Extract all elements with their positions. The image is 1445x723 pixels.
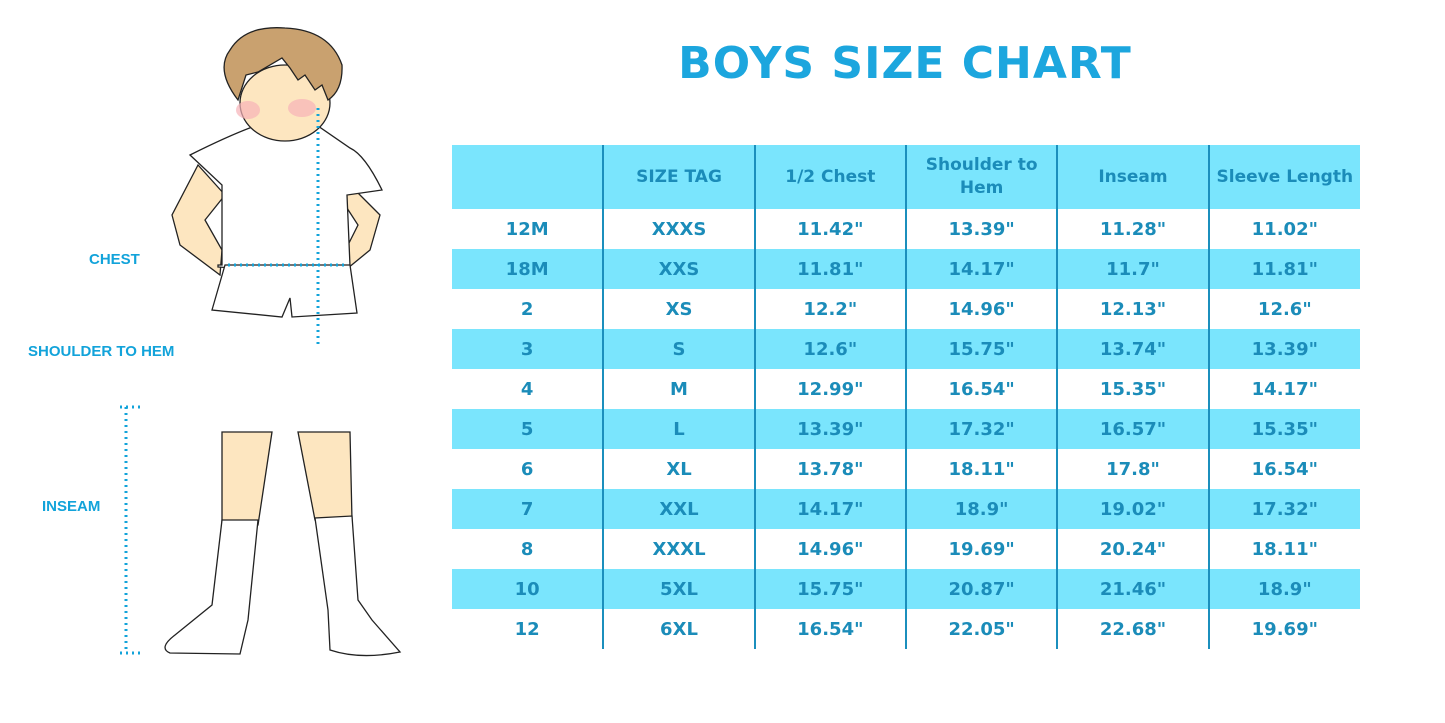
table-cell: 11.81"	[753, 249, 906, 289]
table-row: 2 XS 12.2" 14.96" 12.13" 12.6"	[452, 289, 1360, 329]
table-cell: 17.32"	[904, 409, 1058, 449]
table-cell: 13.39"	[904, 209, 1058, 249]
table-cell: 12.2"	[753, 289, 906, 329]
table-cell: 13.78"	[753, 449, 906, 489]
table-cell: 4	[452, 369, 604, 409]
table-row: 12M XXXS 11.42" 13.39" 11.28" 11.02"	[452, 209, 1360, 249]
table-cell: XXXS	[602, 209, 755, 249]
table-cell: S	[602, 329, 755, 369]
table-cell: 16.54"	[1207, 449, 1360, 489]
column-header: SIZE TAG	[602, 145, 755, 209]
table-cell: 17.8"	[1056, 449, 1209, 489]
table-row: 8 XXXL 14.96" 19.69" 20.24" 18.11"	[452, 529, 1360, 569]
boy-figure-illustration	[120, 27, 402, 657]
table-cell: 13.74"	[1056, 329, 1209, 369]
table-cell: 13.39"	[1207, 329, 1360, 369]
table-cell: 20.87"	[904, 569, 1058, 609]
table-cell: 6	[452, 449, 604, 489]
table-cell: 22.68"	[1056, 609, 1209, 649]
table-cell: 5	[452, 409, 604, 449]
table-cell: 18.9"	[1207, 569, 1360, 609]
table-cell: XL	[602, 449, 755, 489]
table-row: 5 L 13.39" 17.32" 16.57" 15.35"	[452, 409, 1360, 449]
column-header: Inseam	[1056, 145, 1209, 209]
table-cell: 16.54"	[904, 369, 1058, 409]
table-cell: 19.69"	[1207, 609, 1360, 649]
table-cell: 8	[452, 529, 604, 569]
table-cell: 19.02"	[1056, 489, 1209, 529]
table-cell: L	[602, 409, 755, 449]
table-header-row: SIZE TAG 1/2 Chest Shoulder to Hem Inseam Sl…	[452, 145, 1360, 209]
table-cell: XS	[602, 289, 755, 329]
table-cell: 15.75"	[904, 329, 1058, 369]
chest-label: CHEST	[89, 251, 140, 268]
table-cell: 17.32"	[1207, 489, 1360, 529]
page-title: BOYS SIZE CHART	[678, 38, 1132, 89]
table-cell: 15.35"	[1056, 369, 1209, 409]
table-cell: 2	[452, 289, 604, 329]
table-cell: 19.69"	[904, 529, 1058, 569]
table-cell: 12.13"	[1056, 289, 1209, 329]
table-cell: 22.05"	[904, 609, 1058, 649]
table-row: 18M XXS 11.81" 14.17" 11.7" 11.81"	[452, 249, 1360, 289]
table-cell: 14.17"	[904, 249, 1058, 289]
table-cell: 20.24"	[1056, 529, 1209, 569]
table-cell: 6XL	[602, 609, 755, 649]
table-cell: 12M	[452, 209, 604, 249]
table-row: 7 XXL 14.17" 18.9" 19.02" 17.32"	[452, 489, 1360, 529]
shorts	[211, 264, 358, 318]
table-row: 10 5XL 15.75" 20.87" 21.46" 18.9"	[452, 569, 1360, 609]
table-cell: 18.9"	[904, 489, 1058, 529]
table-cell: 21.46"	[1056, 569, 1209, 609]
table-cell: 18.11"	[904, 449, 1058, 489]
shoulder-to-hem-label: SHOULDER TO HEM	[28, 343, 175, 360]
column-header: 1/2 Chest	[753, 145, 906, 209]
inseam-label: INSEAM	[42, 498, 101, 515]
table-cell: 15.35"	[1207, 409, 1360, 449]
table-cell: 18M	[452, 249, 604, 289]
hair	[223, 27, 343, 102]
table-cell: 14.17"	[1207, 369, 1360, 409]
table-cell: XXS	[602, 249, 755, 289]
table-cell: 11.28"	[1056, 209, 1209, 249]
table-cell: 16.54"	[753, 609, 906, 649]
table-row: 4 M 12.99" 16.54" 15.35" 14.17"	[452, 369, 1360, 409]
column-header: Shoulder to Hem	[904, 145, 1058, 209]
table-cell: 14.96"	[904, 289, 1058, 329]
table-cell: 11.7"	[1056, 249, 1209, 289]
table-cell: XXXL	[602, 529, 755, 569]
table-cell: 14.17"	[753, 489, 906, 529]
table-row: 6 XL 13.78" 18.11" 17.8" 16.54"	[452, 449, 1360, 489]
table-cell: 3	[452, 329, 604, 369]
table-cell: 11.81"	[1207, 249, 1360, 289]
table-cell: 5XL	[602, 569, 755, 609]
column-header: Sleeve Length	[1207, 145, 1360, 209]
table-cell: 12	[452, 609, 604, 649]
table-cell: 18.11"	[1207, 529, 1360, 569]
table-cell: 12.6"	[1207, 289, 1360, 329]
table-cell: 12.6"	[753, 329, 906, 369]
table-cell: 13.39"	[753, 409, 906, 449]
table-cell: 10	[452, 569, 604, 609]
table-row: 3 S 12.6" 15.75" 13.74" 13.39"	[452, 329, 1360, 369]
size-chart-table: SIZE TAG 1/2 Chest Shoulder to Hem Inseam Sl…	[452, 145, 1360, 649]
table-cell: XXL	[602, 489, 755, 529]
table-cell: 12.99"	[753, 369, 906, 409]
table-cell: 11.42"	[753, 209, 906, 249]
table-cell: 11.02"	[1207, 209, 1360, 249]
table-cell: 7	[452, 489, 604, 529]
table-cell: 15.75"	[753, 569, 906, 609]
column-header	[452, 145, 604, 209]
table-cell: M	[602, 369, 755, 409]
table-cell: 16.57"	[1056, 409, 1209, 449]
table-cell: 14.96"	[753, 529, 906, 569]
table-row: 12 6XL 16.54" 22.05" 22.68" 19.69"	[452, 609, 1360, 649]
